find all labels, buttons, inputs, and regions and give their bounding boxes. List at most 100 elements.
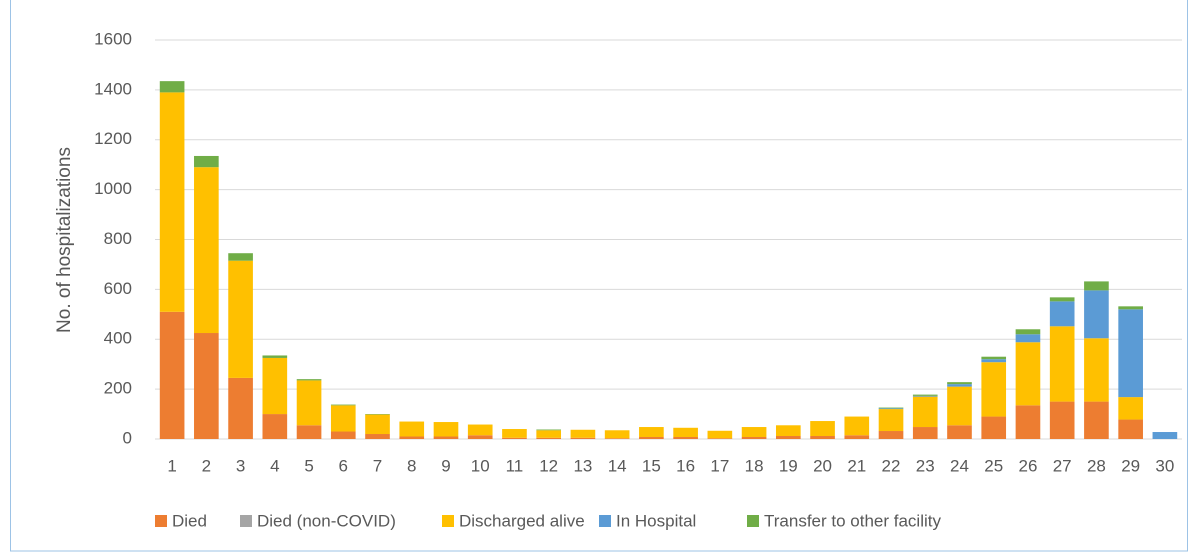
x-tick-label: 27 <box>1053 456 1072 475</box>
bar-segment <box>228 260 253 378</box>
bar-segment <box>399 436 425 439</box>
x-tick-label: 4 <box>270 456 279 475</box>
x-tick-label: 18 <box>745 456 764 475</box>
y-tick-label: 800 <box>104 229 132 248</box>
chart-frame <box>10 0 1188 552</box>
bar-segment <box>433 422 459 437</box>
x-tick-label: 2 <box>202 456 211 475</box>
bar-segment <box>775 425 801 437</box>
bar-segment <box>707 430 733 439</box>
bar-segment <box>1049 297 1075 302</box>
x-tick-label: 10 <box>471 456 490 475</box>
bar-segment <box>1015 342 1041 406</box>
bar-segment <box>878 407 904 409</box>
legend-swatch <box>747 515 759 527</box>
bar-segment <box>947 386 972 426</box>
bar-segment <box>365 434 390 439</box>
bar-segment <box>330 431 356 439</box>
legend-label: Discharged alive <box>459 511 585 530</box>
bar-segment <box>1118 397 1143 420</box>
bar-segment <box>536 437 562 439</box>
legend-label: Died (non-COVID) <box>257 511 396 530</box>
y-tick-label: 400 <box>104 329 132 348</box>
y-tick-label: 1000 <box>94 179 132 198</box>
bar-segment <box>1015 334 1041 343</box>
y-tick-label: 0 <box>123 428 132 447</box>
bar-segment <box>570 429 596 438</box>
x-tick-label: 24 <box>950 456 969 475</box>
bar-segment <box>296 380 322 426</box>
bar-segment <box>330 404 356 406</box>
bar-segment <box>467 424 493 436</box>
bar-segment <box>502 429 527 438</box>
bar-segment <box>844 416 870 436</box>
bar-segment <box>741 427 767 438</box>
y-tick-label: 200 <box>104 379 132 398</box>
x-tick-label: 3 <box>236 456 245 475</box>
bar-segment <box>159 92 185 312</box>
x-tick-label: 12 <box>539 456 558 475</box>
bar-segment <box>1118 309 1143 398</box>
bar-segment <box>228 377 253 439</box>
y-tick-label: 1400 <box>94 79 132 98</box>
legend-swatch <box>442 515 454 527</box>
bar-segment <box>912 396 938 428</box>
x-tick-label: 21 <box>847 456 866 475</box>
bar-segment <box>1084 290 1109 339</box>
x-tick-label: 17 <box>710 456 729 475</box>
bar-segment <box>912 427 938 439</box>
y-tick-label: 600 <box>104 279 132 298</box>
bar-segment <box>912 394 938 396</box>
x-tick-label: 7 <box>373 456 382 475</box>
bar-segment <box>912 395 938 397</box>
bar-segment <box>947 425 972 439</box>
x-tick-label: 30 <box>1155 456 1174 475</box>
x-tick-label: 22 <box>882 456 901 475</box>
bar-segment <box>844 435 870 439</box>
x-tick-label: 11 <box>506 456 524 475</box>
bar-segment <box>673 427 698 438</box>
bar-segment <box>981 359 1007 363</box>
bar-segment <box>1015 405 1041 439</box>
bar-segment <box>194 167 219 334</box>
bar-segment <box>570 437 596 439</box>
bar-segment <box>433 436 459 439</box>
legend-swatch <box>240 515 252 527</box>
bar-segment <box>775 436 801 439</box>
bar-segment <box>262 414 288 439</box>
bar-segment <box>365 414 390 435</box>
bar-segment <box>194 155 219 168</box>
bar-segment <box>707 438 733 439</box>
bar-segment <box>981 356 1007 360</box>
bar-segment <box>741 437 767 439</box>
x-tick-label: 5 <box>304 456 313 475</box>
y-tick-label: 1200 <box>94 129 132 148</box>
bar-segment <box>1015 329 1041 335</box>
legend-swatch <box>599 515 611 527</box>
x-tick-label: 25 <box>984 456 1003 475</box>
bar-segment <box>639 427 664 438</box>
bar-segment <box>502 437 527 439</box>
x-tick-label: 13 <box>573 456 592 475</box>
x-tick-label: 6 <box>339 456 348 475</box>
bar-segment <box>1084 338 1109 402</box>
x-tick-label: 28 <box>1087 456 1106 475</box>
x-tick-label: 1 <box>167 456 176 475</box>
bar-segment <box>1084 401 1109 439</box>
x-tick-label: 26 <box>1018 456 1037 475</box>
x-tick-label: 16 <box>676 456 695 475</box>
bar-segment <box>296 425 322 439</box>
bar-segment <box>981 362 1007 417</box>
bar-segment <box>159 311 185 439</box>
bar-segment <box>810 421 835 437</box>
legend-label: In Hospital <box>616 511 696 530</box>
bar-segment <box>467 435 493 439</box>
bar-segment <box>262 355 288 358</box>
x-tick-label: 20 <box>813 456 832 475</box>
bar-segment <box>296 379 322 381</box>
bar-segment <box>673 437 698 439</box>
bar-segment <box>947 384 972 387</box>
bar-segment <box>810 436 835 439</box>
